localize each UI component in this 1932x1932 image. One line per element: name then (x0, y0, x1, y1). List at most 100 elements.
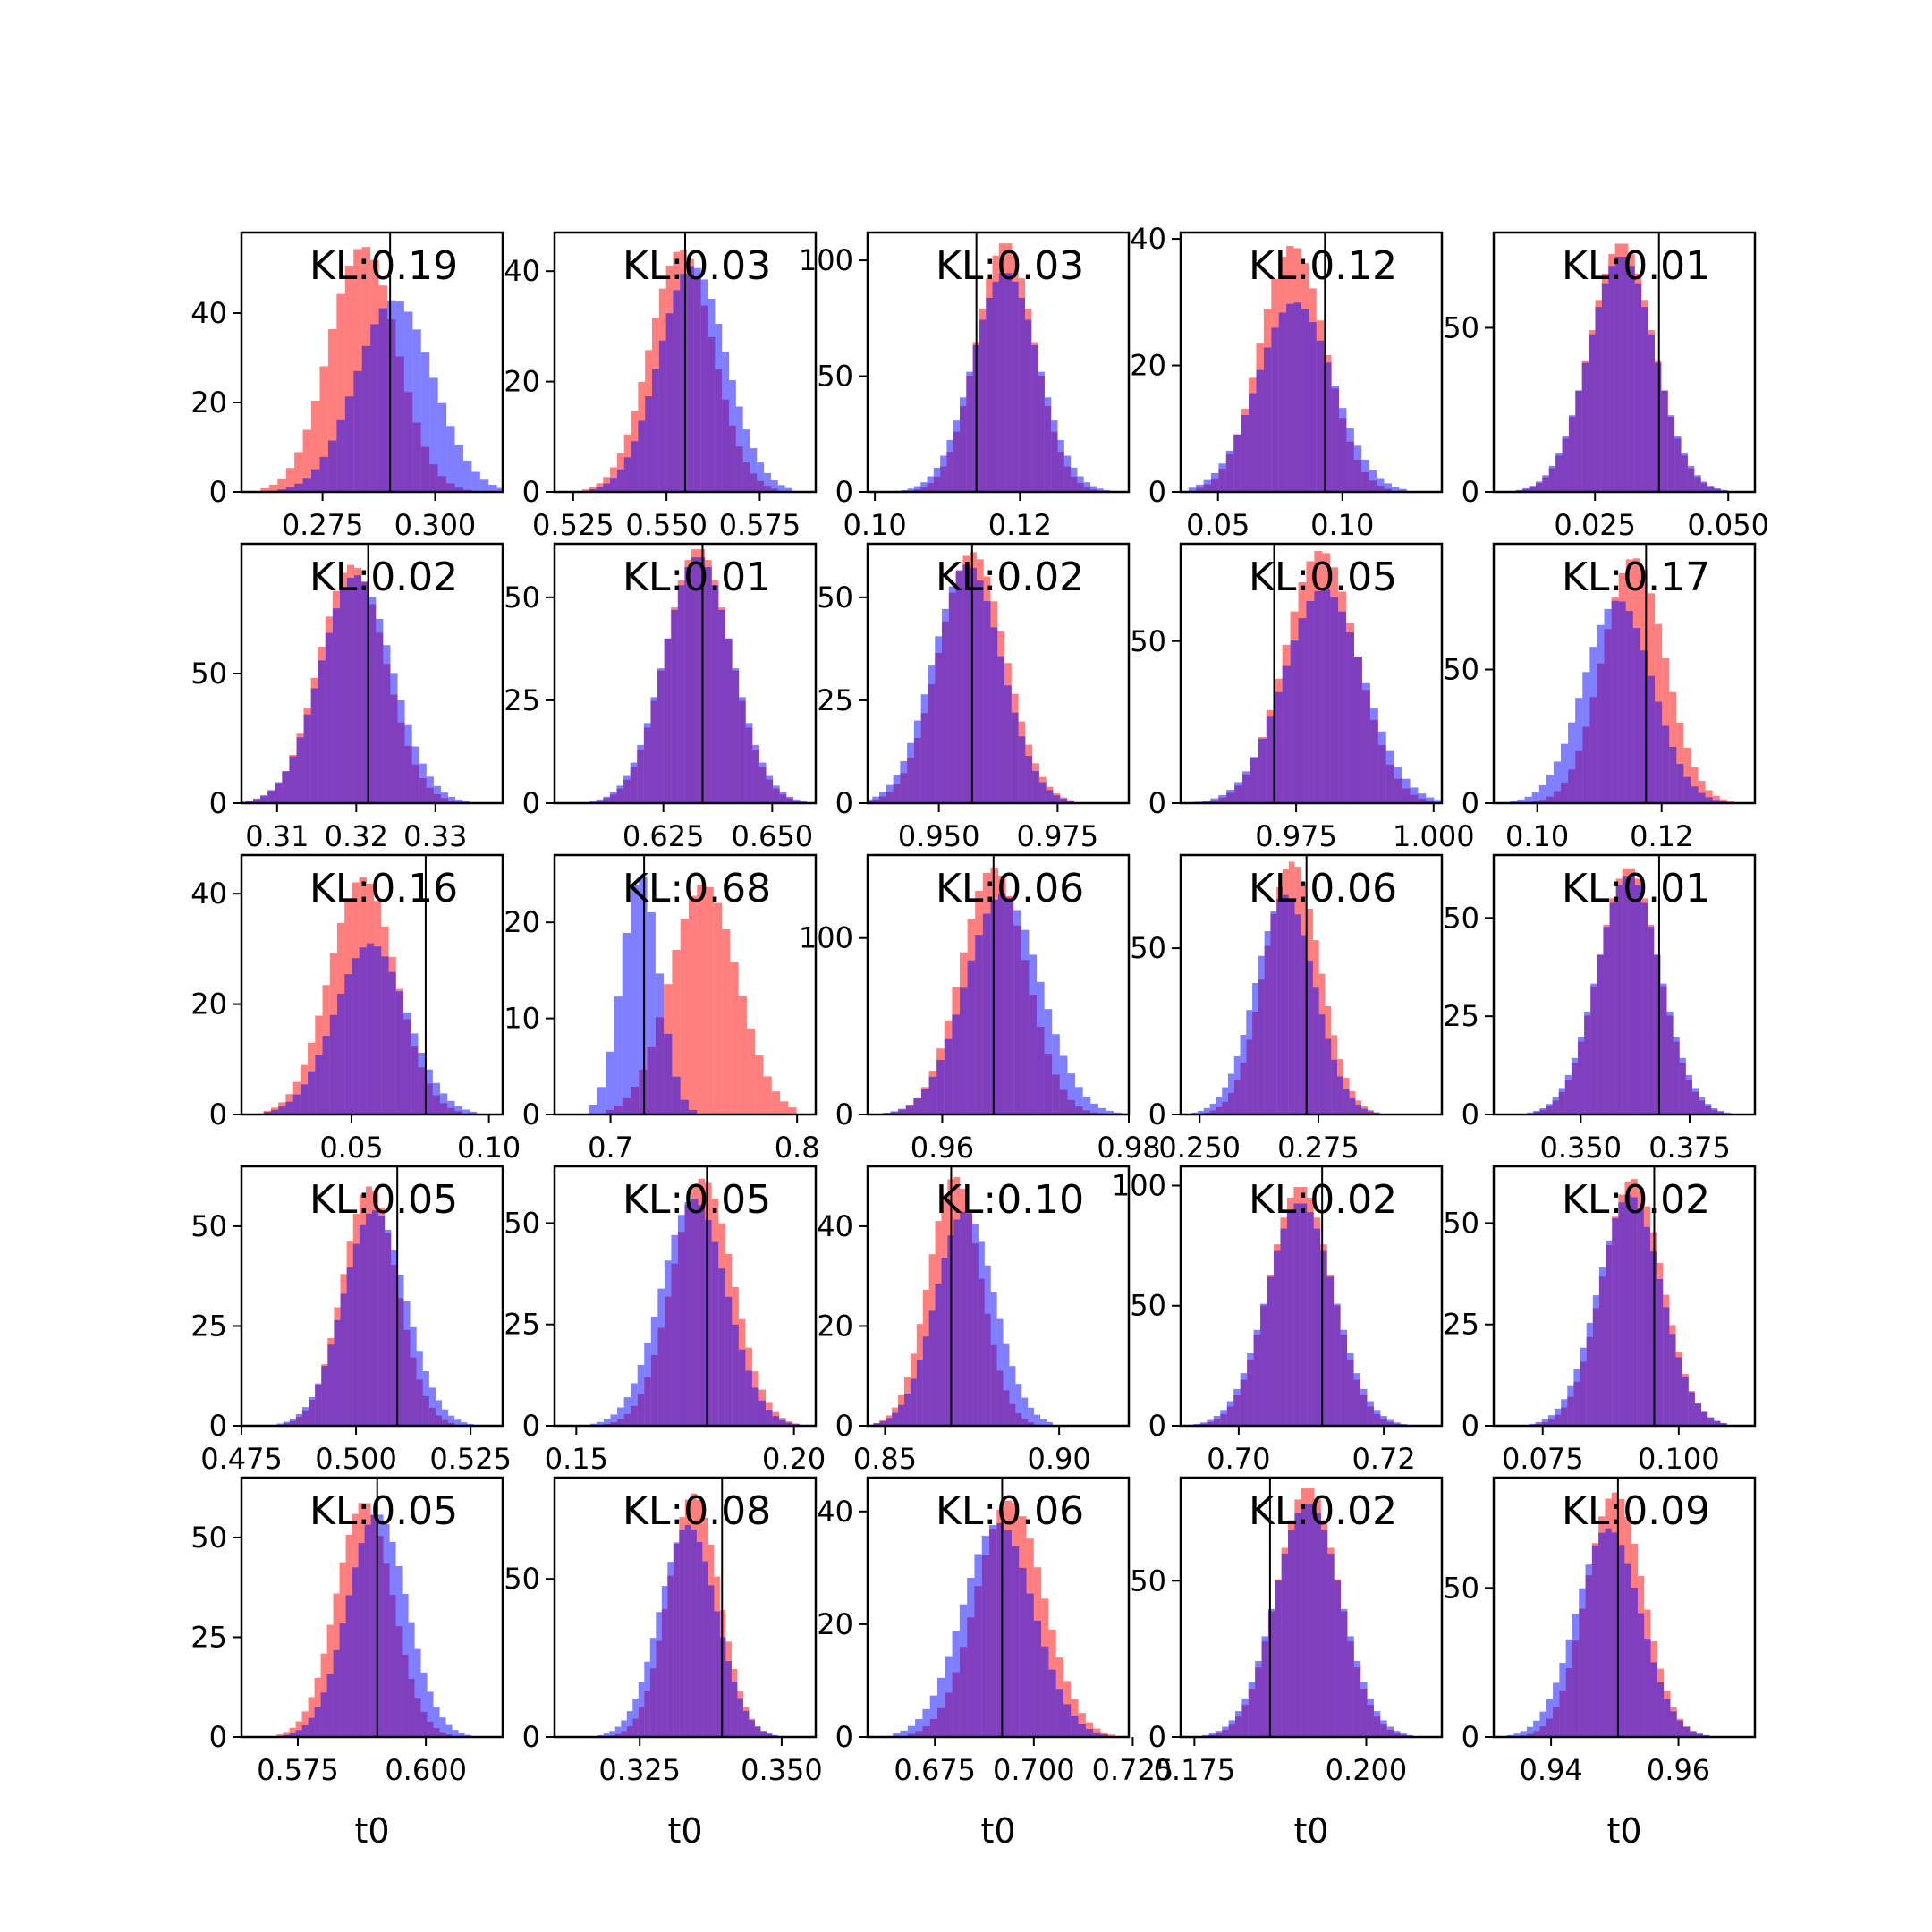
blue-bin (1609, 902, 1616, 1114)
blue-bin (758, 762, 767, 803)
panel-3-4: 0 25 50 0.075 0.100 KL:0.02 (1443, 1165, 1757, 1476)
x-tick-label: 0.98 (1097, 1131, 1160, 1165)
blue-bin (1410, 787, 1419, 803)
x-tick-label: 0.94 (1519, 1753, 1582, 1787)
blue-bin (948, 586, 956, 803)
blue-bin (1539, 1711, 1546, 1737)
blue-bin (1369, 708, 1378, 803)
blue-bin (308, 1717, 315, 1737)
blue-bin (1361, 682, 1370, 803)
x-tick-label: 0.650 (732, 819, 814, 853)
panel-4-3: 0 50 0.175 0.200 KL:0.02 t0 (1130, 1476, 1444, 1851)
y-tick-label: 0 (522, 1097, 540, 1131)
blue-bin (1615, 885, 1623, 1114)
blue-bin (638, 420, 646, 492)
blue-bin (1033, 1620, 1042, 1737)
blue-histogram (1510, 600, 1727, 803)
blue-bin (614, 996, 623, 1114)
blue-bin (1280, 1228, 1287, 1426)
blue-bin (1233, 434, 1241, 492)
y-tick-label: 100 (799, 243, 853, 277)
blue-bin (1657, 1682, 1665, 1737)
blue-bin (1559, 1662, 1566, 1737)
blue-bin (437, 402, 447, 492)
axes-frame (553, 853, 818, 1116)
blue-bin (1240, 1035, 1247, 1114)
blue-bin (1218, 794, 1227, 803)
kl-label: KL:0.06 (936, 866, 1084, 911)
blue-bin (1360, 1682, 1368, 1737)
y-tick-label: 50 (1443, 1571, 1479, 1605)
blue-histogram (1186, 1203, 1414, 1426)
red-bin (301, 1711, 309, 1737)
panel-3-3: 0 50 100 0.70 0.72 KL:0.02 (1112, 1165, 1444, 1476)
blue-bin (751, 1387, 759, 1426)
blue-bin (664, 638, 672, 803)
axes-frame (1492, 542, 1757, 805)
blue-bin (1632, 628, 1640, 803)
blue-bin (408, 1622, 415, 1737)
blue-bin (1063, 455, 1072, 492)
blue-bin (933, 467, 941, 492)
y-tick-label: 0 (522, 786, 540, 820)
red-bin (763, 1076, 772, 1114)
blue-bin (952, 1631, 960, 1737)
blue-bin (750, 448, 758, 492)
blue-bin (1573, 1368, 1580, 1426)
blue-bin (745, 1370, 752, 1426)
blue-bin (285, 487, 295, 492)
blue-bin (997, 656, 1005, 803)
blue-bin (609, 792, 617, 803)
blue-bin (1637, 1208, 1644, 1426)
blue-bin (1631, 1587, 1638, 1737)
blue-bin (1012, 281, 1019, 492)
blue-bin (1355, 1104, 1362, 1114)
blue-bin (1226, 1401, 1234, 1426)
blue-bin (1377, 478, 1385, 492)
y-tick-label: 0 (209, 1720, 227, 1754)
blue-bin (935, 636, 943, 803)
x-tick-label: 0.05 (1186, 508, 1250, 542)
red-bin (738, 996, 747, 1114)
red-bin (353, 249, 362, 492)
blue-bin (898, 1108, 906, 1114)
kl-label: KL:0.05 (309, 1488, 458, 1534)
blue-bin (1386, 1726, 1394, 1737)
red-bin (285, 468, 295, 492)
blue-bin (623, 775, 631, 803)
blue-bin (718, 1268, 725, 1426)
blue-bin (1018, 297, 1026, 492)
blue-bin (339, 589, 348, 803)
blue-bin (372, 1210, 379, 1426)
blue-bin (974, 1554, 982, 1737)
y-tick-label: 0 (1148, 475, 1166, 509)
kl-label: KL:0.17 (1562, 555, 1710, 600)
red-bin (319, 366, 328, 492)
blue-bin (916, 1360, 923, 1426)
x-tick-label: 0.525 (429, 1442, 512, 1476)
blue-bin (352, 1243, 360, 1426)
blue-histogram (283, 1514, 471, 1737)
blue-bin (319, 456, 328, 492)
blue-bin (715, 324, 723, 492)
red-bin (1683, 748, 1691, 803)
x-tick-label: 0.050 (1687, 508, 1769, 542)
blue-bin (1210, 798, 1219, 803)
blue-bin (1018, 736, 1026, 803)
y-tick-label: 25 (191, 1620, 227, 1654)
blue-bin (278, 1106, 286, 1114)
red-bin (308, 1697, 315, 1737)
blue-bin (353, 370, 362, 492)
blue-bin (1575, 698, 1583, 803)
blue-bin (1647, 675, 1656, 803)
blue-bin (411, 746, 419, 803)
blue-bin (1597, 624, 1605, 803)
blue-bin (975, 935, 983, 1114)
y-tick-label: 25 (504, 683, 540, 717)
blue-bin (989, 1524, 997, 1737)
blue-bin (1650, 1662, 1657, 1737)
blue-bin (1067, 801, 1074, 803)
blue-bin (1707, 486, 1715, 492)
blue-bin (344, 974, 352, 1114)
blue-bin (1253, 1329, 1261, 1426)
